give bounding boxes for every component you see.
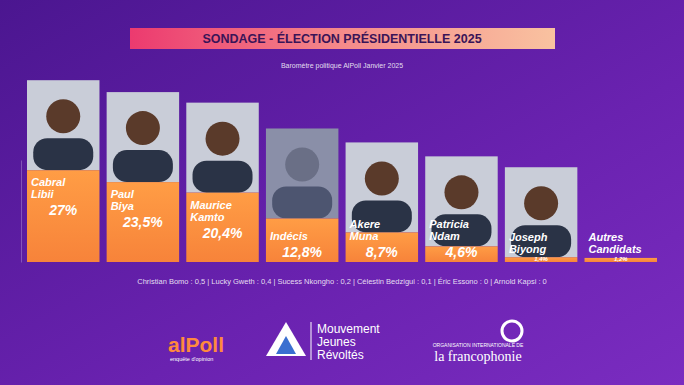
logo-oif-circle — [502, 321, 522, 341]
data-label: 1,2% — [614, 256, 628, 262]
photo — [27, 80, 99, 170]
photo — [505, 167, 577, 257]
photo-shoulders — [272, 186, 332, 218]
photo-head — [365, 161, 399, 195]
photo-frame — [266, 128, 338, 218]
bar — [266, 218, 338, 262]
axis-line — [21, 161, 22, 263]
bar — [27, 170, 99, 262]
photo — [346, 142, 418, 232]
chart: SONDAGE - ÉLECTION PRÉSIDENTIELLE 2025 Ba… — [0, 0, 684, 385]
photo — [425, 156, 497, 246]
photo-shoulders — [33, 138, 93, 170]
photo-frame — [425, 156, 497, 246]
photo-head — [46, 99, 80, 133]
footnote: Christian Bomo : 0,5 | Lucky Gweth : 0,4… — [137, 277, 547, 286]
logo-mjr-shape — [266, 322, 306, 356]
data-label: 23,5% — [122, 214, 163, 230]
photo-frame — [107, 92, 179, 182]
logo-mjr-shape — [276, 336, 296, 354]
photo — [186, 103, 258, 193]
category-label: MauriceKamto — [190, 199, 232, 223]
category-label: JosephBiyong — [509, 231, 548, 255]
photo-frame — [27, 80, 99, 170]
category-label: Indécis — [270, 230, 308, 242]
photo-shoulders — [193, 161, 253, 193]
photo-shoulders — [113, 150, 173, 182]
logo-divider — [311, 322, 312, 360]
photo-head — [524, 186, 558, 220]
labels: 27% CabralLibii 23,5% PaulBiya 20,4% MauriceK… — [31, 176, 642, 262]
photo-frame — [505, 167, 577, 257]
category-label: PaulBiya — [111, 188, 135, 212]
photo-frame — [346, 142, 418, 232]
data-label: 4,6% — [445, 244, 478, 260]
logo-oif-org: ORGANISATION INTERNATIONALE DE — [433, 342, 524, 348]
title: SONDAGE - ÉLECTION PRÉSIDENTIELLE 2025 — [202, 31, 481, 46]
data-label: 27% — [48, 202, 78, 218]
photo-head — [444, 175, 478, 209]
title-box — [130, 28, 555, 49]
category-label: AutresCandidats — [588, 231, 642, 255]
photo — [266, 128, 338, 218]
background — [0, 0, 684, 385]
bars — [27, 170, 657, 262]
data-label: 8,7% — [366, 244, 398, 260]
bar — [107, 182, 179, 262]
photo-head — [206, 122, 240, 156]
category-label: CabralLibii — [31, 176, 66, 200]
bar — [186, 193, 258, 262]
photo-head — [126, 111, 160, 145]
logos: alPollenquête d'opinion MouvementJeunesRé… — [168, 321, 524, 364]
category-label: AkereMuna — [349, 218, 381, 242]
data-label: 20,4% — [202, 225, 243, 241]
photo-head — [285, 147, 319, 181]
category-label: PatriciaNdam — [429, 218, 469, 242]
logo-oif-name: la francophonie — [434, 349, 521, 364]
data-label: 12,8% — [282, 244, 322, 260]
logo-mjr-text: Révoltés — [317, 348, 364, 362]
y-axis — [21, 161, 22, 263]
logo-alpoll: alPoll — [168, 333, 224, 356]
logo-mjr-text: Mouvement — [317, 322, 380, 336]
subtitle: Baromètre politique AlPoll Janvier 2025 — [281, 62, 403, 70]
photo-frame — [186, 103, 258, 193]
logo-mjr-text: Jeunes — [317, 335, 356, 349]
logo-alpoll-tagline: enquête d'opinion — [170, 356, 213, 362]
data-label: 1,4% — [534, 256, 548, 262]
photo — [107, 92, 179, 182]
